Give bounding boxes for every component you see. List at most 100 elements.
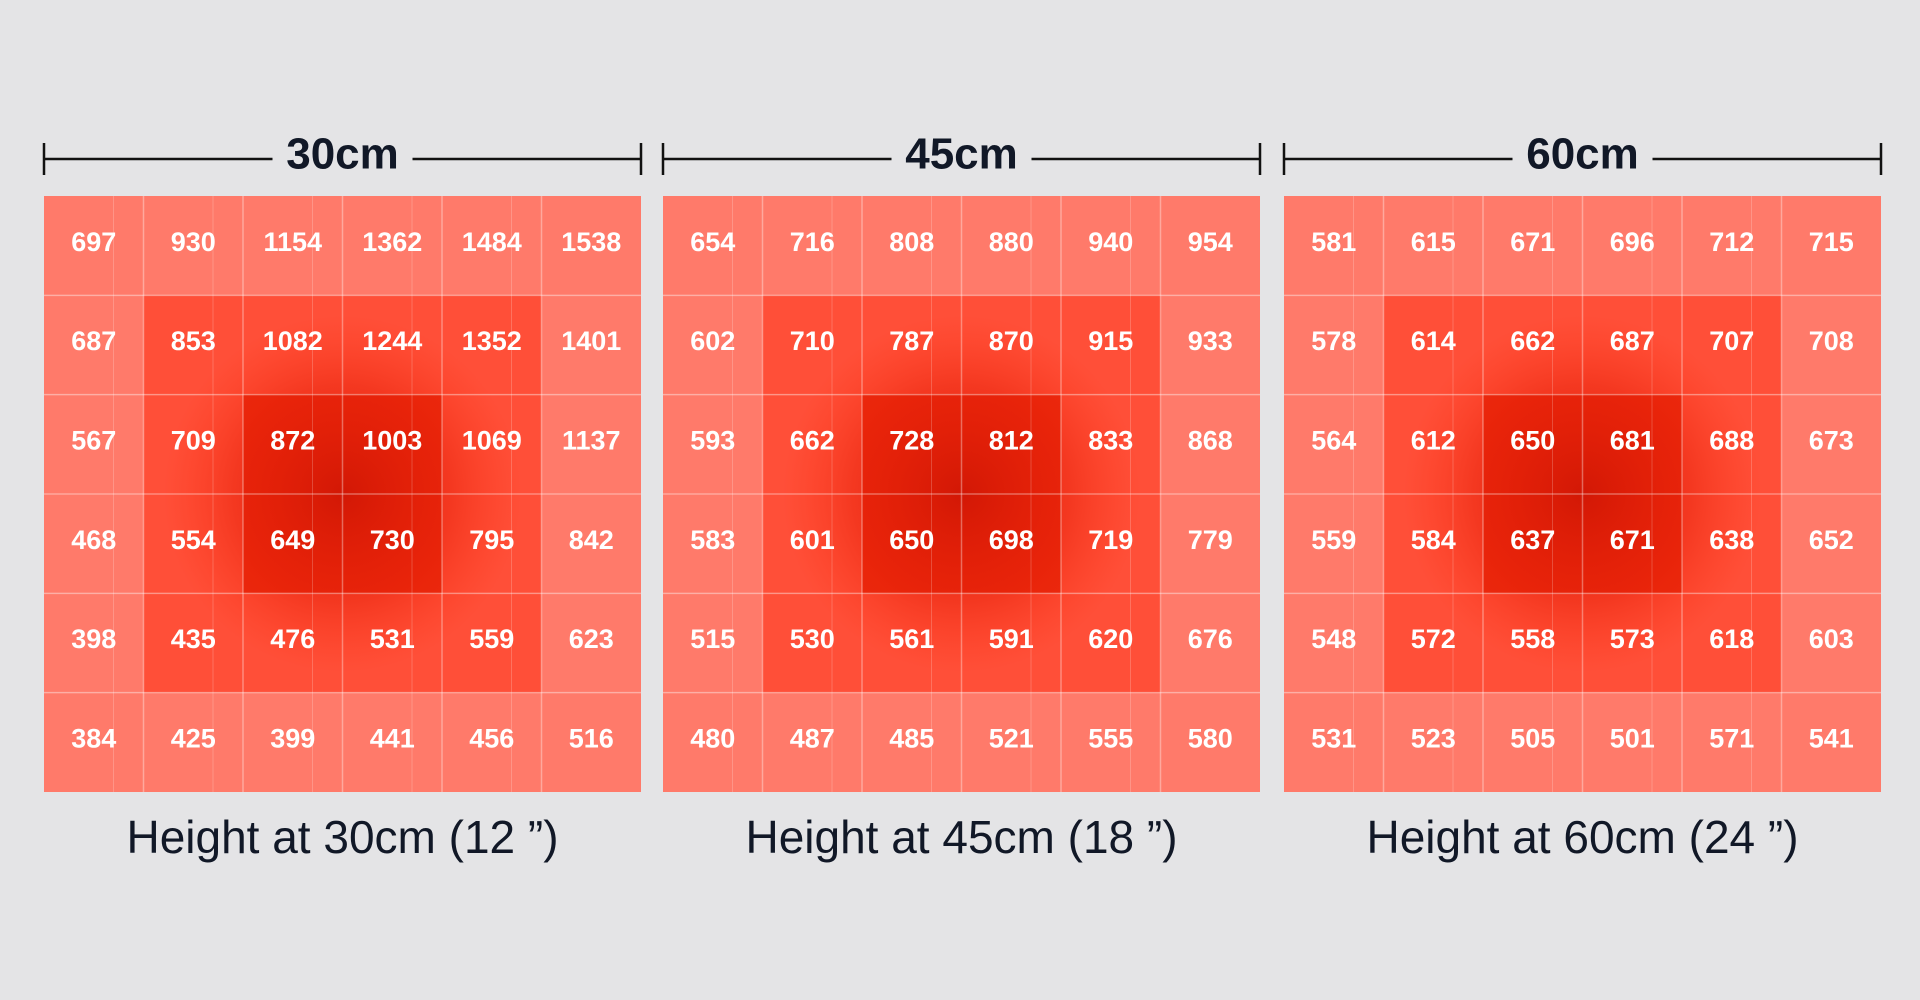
cell-value: 872 — [270, 425, 315, 455]
cell-value: 853 — [171, 326, 216, 356]
cell-value: 567 — [71, 425, 116, 455]
cell-value: 808 — [889, 227, 934, 257]
cell-value: 573 — [1610, 624, 1655, 654]
cell-value: 1003 — [362, 425, 422, 455]
cell — [1160, 196, 1260, 296]
cell-value: 384 — [71, 723, 116, 753]
cell-value: 485 — [889, 723, 934, 753]
cell-value: 531 — [1311, 723, 1356, 753]
ruler-gap — [272, 131, 413, 187]
cell — [1061, 196, 1161, 296]
cell — [541, 295, 641, 395]
cell-value: 554 — [171, 525, 216, 555]
cell — [1582, 196, 1682, 296]
cell-value: 954 — [1188, 227, 1233, 257]
cell — [1781, 394, 1881, 494]
cell-value: 1401 — [561, 326, 621, 356]
panel: 45cm 654 716 808 880 940 954 602 710 787 870 915 933… — [661, 130, 1262, 863]
cell — [541, 692, 641, 792]
cell — [663, 196, 763, 296]
cell-value: 681 — [1610, 425, 1655, 455]
cell — [1682, 196, 1782, 296]
cell-value: 712 — [1709, 227, 1754, 257]
cell — [961, 196, 1061, 296]
cell — [1483, 692, 1583, 792]
cell-value: 614 — [1411, 326, 1456, 356]
ruler-gap — [1512, 131, 1653, 187]
cell-value: 602 — [690, 326, 735, 356]
cell — [541, 196, 641, 296]
cell — [44, 494, 144, 594]
cell-value: 715 — [1809, 227, 1854, 257]
cell — [541, 593, 641, 693]
cell-value: 558 — [1510, 624, 1555, 654]
cell — [1582, 692, 1682, 792]
cell — [1284, 692, 1384, 792]
cell-value: 671 — [1510, 227, 1555, 257]
cell-value: 676 — [1188, 624, 1233, 654]
core-glow — [163, 315, 522, 673]
cell-value: 638 — [1709, 525, 1754, 555]
cell-value: 696 — [1610, 227, 1655, 257]
cell — [442, 692, 542, 792]
cell-value: 662 — [790, 425, 835, 455]
cell — [44, 295, 144, 395]
cell — [442, 196, 542, 296]
cell-value: 456 — [469, 723, 514, 753]
cell-value: 399 — [270, 723, 315, 753]
cell-value: 1484 — [462, 227, 522, 257]
cell-value: 795 — [469, 525, 514, 555]
cell — [1781, 593, 1881, 693]
cell-value: 468 — [71, 525, 116, 555]
cell-value: 1082 — [263, 326, 323, 356]
cell — [663, 295, 763, 395]
ruler-gap — [891, 131, 1032, 187]
cell-value: 719 — [1088, 525, 1133, 555]
cell — [762, 196, 862, 296]
cell-value: 728 — [889, 425, 934, 455]
panel-caption: Height at 60cm (24 ”) — [1366, 811, 1798, 863]
cell-value: 1244 — [362, 326, 422, 356]
cell-value: 1362 — [362, 227, 422, 257]
cell — [663, 593, 763, 693]
cell — [1160, 692, 1260, 792]
cell-value: 541 — [1809, 723, 1854, 753]
cell — [1284, 394, 1384, 494]
cell-value: 501 — [1610, 723, 1655, 753]
cell-value: 603 — [1809, 624, 1854, 654]
cell-value: 687 — [1610, 326, 1655, 356]
cell — [1383, 196, 1483, 296]
cell — [342, 196, 442, 296]
cell — [44, 593, 144, 693]
cell — [663, 692, 763, 792]
cell — [44, 196, 144, 296]
cell-value: 425 — [171, 723, 216, 753]
cell — [243, 196, 343, 296]
cell — [342, 692, 442, 792]
cell-value: 688 — [1709, 425, 1754, 455]
cell-value: 940 — [1088, 227, 1133, 257]
cell-value: 654 — [690, 227, 735, 257]
cell-value: 1538 — [561, 227, 621, 257]
cell-value: 578 — [1311, 326, 1356, 356]
cell-value: 671 — [1610, 525, 1655, 555]
cell-value: 623 — [569, 624, 614, 654]
cell-value: 583 — [690, 525, 735, 555]
cell-value: 637 — [1510, 525, 1555, 555]
cell — [143, 692, 243, 792]
cell-value: 1154 — [263, 227, 322, 257]
cell-value: 559 — [1311, 525, 1356, 555]
panel-title: 30cm — [286, 130, 399, 179]
cell-value: 581 — [1311, 227, 1356, 257]
cell — [663, 494, 763, 594]
cell-value: 787 — [889, 326, 934, 356]
cell-value: 709 — [171, 425, 216, 455]
cell-value: 398 — [71, 624, 116, 654]
cell-value: 710 — [790, 326, 835, 356]
cell-value: 476 — [270, 624, 315, 654]
cell-value: 584 — [1411, 525, 1456, 555]
cell — [1160, 593, 1260, 693]
cell — [1483, 196, 1583, 296]
cell — [243, 692, 343, 792]
